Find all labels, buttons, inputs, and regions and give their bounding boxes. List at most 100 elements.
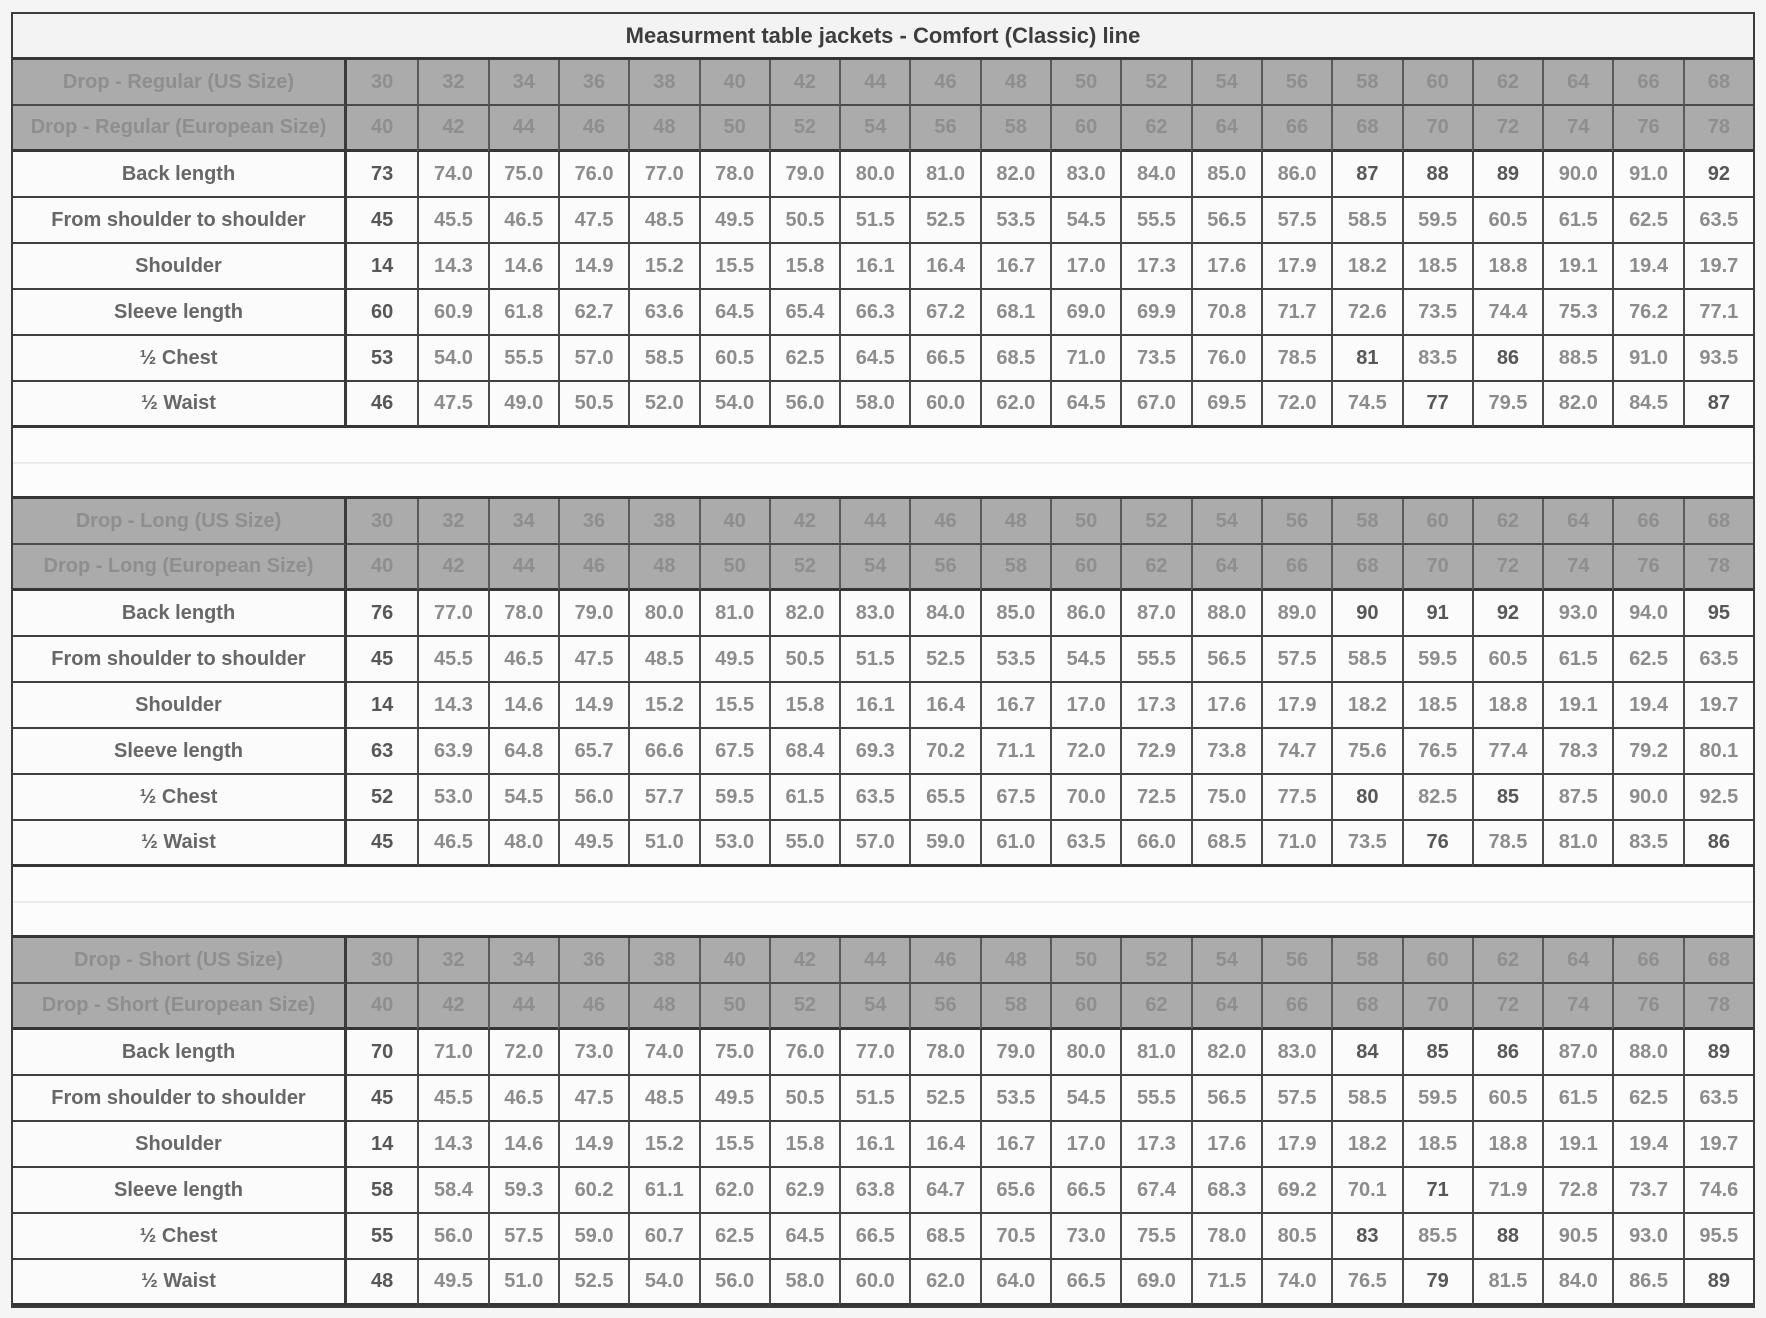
value-cell: 47.5	[557, 637, 629, 683]
value-cell: 47.5	[417, 382, 488, 428]
value-cell: 62.0	[979, 382, 1050, 428]
value-cell: 82.5	[1401, 775, 1472, 821]
value-cell: 83.5	[1401, 336, 1472, 382]
value-cell: 72.6	[1331, 290, 1402, 336]
size-header-cell: 56	[1260, 938, 1332, 984]
value-cell: 15.5	[698, 1122, 769, 1168]
value-cell: 45	[347, 821, 418, 867]
value-cell: 77.0	[628, 152, 699, 198]
value-cell: 45	[347, 198, 418, 244]
size-header-cell: 72	[1471, 106, 1543, 152]
value-cell: 83.0	[839, 591, 910, 637]
value-cell: 90.0	[1542, 152, 1613, 198]
measure-row: Back length 76 77.0 78.0 79.0 80.0 81.0 82.0 83.…	[13, 591, 1753, 637]
size-header-cell: 34	[487, 938, 558, 984]
value-cell: 78.3	[1542, 729, 1613, 775]
value-cell: 60.7	[628, 1214, 699, 1260]
value-cell: 67.2	[909, 290, 980, 336]
value-cell: 66.3	[839, 290, 910, 336]
measure-row: Back length 73 74.0 75.0 76.0 77.0 78.0 79.0 80.…	[13, 152, 1753, 198]
value-cell: 15.2	[628, 1122, 699, 1168]
value-cell: 71.0	[417, 1030, 488, 1076]
size-header-cell: 52	[768, 106, 840, 152]
measure-row: Shoulder 14 14.3 14.6 14.9 15.2 15.5 15.8 16.1 16…	[13, 683, 1753, 729]
value-cell: 76	[1401, 821, 1472, 867]
size-header-cell: 46	[557, 545, 629, 591]
value-cell: 17.9	[1260, 683, 1332, 729]
value-cell: 79.0	[768, 152, 840, 198]
value-cell: 15.8	[768, 244, 840, 290]
size-header-cell: 46	[557, 106, 629, 152]
value-cell: 88	[1401, 152, 1472, 198]
value-cell: 15.5	[698, 683, 769, 729]
row-label: Sleeve length	[13, 1168, 347, 1214]
value-cell: 77.4	[1471, 729, 1543, 775]
value-cell: 55.5	[1120, 637, 1191, 683]
value-cell: 76.0	[768, 1030, 840, 1076]
size-header-label: Drop - Short (European Size)	[13, 984, 347, 1030]
value-cell: 68.5	[979, 336, 1050, 382]
value-cell: 52.0	[628, 382, 699, 428]
value-cell: 73.8	[1190, 729, 1261, 775]
size-header-cell: 48	[979, 938, 1050, 984]
section-gap	[13, 867, 1753, 938]
row-label: From shoulder to shoulder	[13, 1076, 347, 1122]
value-cell: 76.5	[1331, 1260, 1402, 1306]
value-cell: 17.3	[1120, 244, 1191, 290]
value-cell: 56.0	[698, 1260, 769, 1306]
size-header-cell: 44	[839, 938, 910, 984]
value-cell: 81.5	[1471, 1260, 1543, 1306]
value-cell: 84.5	[1612, 382, 1683, 428]
value-cell: 89	[1682, 1260, 1753, 1306]
value-cell: 80.5	[1260, 1214, 1332, 1260]
value-cell: 17.6	[1190, 244, 1261, 290]
value-cell: 19.4	[1612, 683, 1683, 729]
value-cell: 17.3	[1120, 1122, 1191, 1168]
size-header-cell: 66	[1260, 984, 1332, 1030]
value-cell: 74.7	[1260, 729, 1332, 775]
value-cell: 15.8	[768, 1122, 840, 1168]
value-cell: 14.9	[557, 683, 629, 729]
value-cell: 58.4	[417, 1168, 488, 1214]
value-cell: 16.7	[979, 683, 1050, 729]
value-cell: 62.9	[768, 1168, 840, 1214]
value-cell: 91.0	[1612, 336, 1683, 382]
value-cell: 82.0	[768, 591, 840, 637]
value-cell: 87.5	[1542, 775, 1613, 821]
size-header-cell: 50	[698, 984, 769, 1030]
measure-row: Sleeve length 58 58.4 59.3 60.2 61.1 62.0 62.9 6…	[13, 1168, 1753, 1214]
measurement-table: Measurment table jackets - Comfort (Clas…	[11, 12, 1755, 1308]
size-header-cell: 76	[1612, 545, 1683, 591]
value-cell: 49.5	[698, 637, 769, 683]
section-gap	[13, 428, 1753, 499]
value-cell: 60	[347, 290, 418, 336]
value-cell: 48.5	[628, 1076, 699, 1122]
value-cell: 81.0	[1120, 1030, 1191, 1076]
row-label: From shoulder to shoulder	[13, 637, 347, 683]
value-cell: 79	[1401, 1260, 1472, 1306]
value-cell: 84.0	[1120, 152, 1191, 198]
value-cell: 75.0	[487, 152, 558, 198]
value-cell: 66.5	[839, 1214, 910, 1260]
value-cell: 77	[1401, 382, 1472, 428]
value-cell: 15.8	[768, 683, 840, 729]
size-header-cell: 58	[979, 984, 1050, 1030]
value-cell: 61.1	[628, 1168, 699, 1214]
size-header-cell: 66	[1260, 545, 1332, 591]
size-header-label: Drop - Long (European Size)	[13, 545, 347, 591]
value-cell: 86	[1471, 1030, 1543, 1076]
value-cell: 71	[1401, 1168, 1472, 1214]
value-cell: 64.5	[698, 290, 769, 336]
value-cell: 58.5	[1331, 637, 1402, 683]
value-cell: 80.1	[1682, 729, 1753, 775]
value-cell: 63	[347, 729, 418, 775]
value-cell: 69.9	[1120, 290, 1191, 336]
size-header-row-long-hdr-eu: Drop - Long (European Size) 40 42 44 46 48 50 5…	[13, 545, 1753, 591]
value-cell: 63.5	[1682, 637, 1753, 683]
value-cell: 66.5	[1050, 1168, 1121, 1214]
value-cell: 92.5	[1682, 775, 1753, 821]
size-header-cell: 68	[1682, 499, 1753, 545]
value-cell: 65.6	[979, 1168, 1050, 1214]
size-header-cell: 48	[979, 60, 1050, 106]
size-header-cell: 40	[347, 545, 418, 591]
